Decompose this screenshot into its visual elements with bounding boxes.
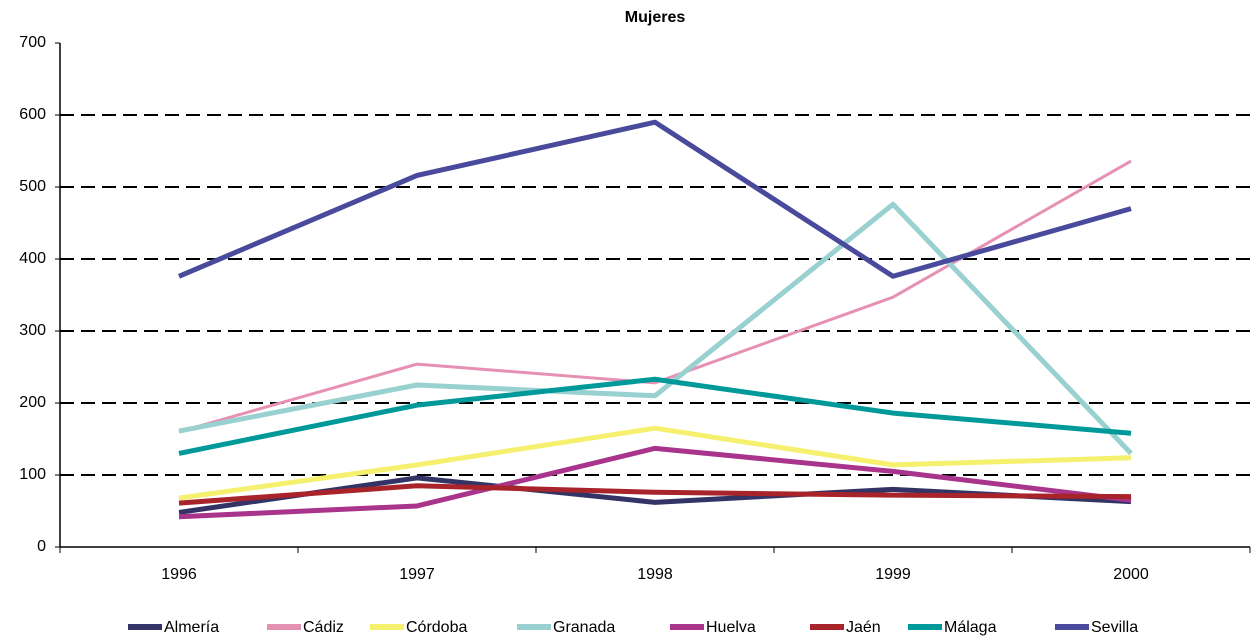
legend-swatch	[670, 624, 704, 630]
legend-label: Huelva	[706, 619, 756, 636]
legend-swatch	[128, 624, 162, 630]
legend-swatch	[517, 624, 551, 630]
y-tick-label: 300	[19, 322, 46, 339]
legend-label: Sevilla	[1091, 619, 1138, 636]
y-tick-label: 200	[19, 394, 46, 411]
series-line	[178, 445, 1132, 520]
y-tick-label: 100	[19, 466, 46, 483]
x-tick-label: 1999	[875, 566, 911, 583]
series-line	[178, 376, 1132, 456]
legend-swatch	[267, 624, 301, 630]
y-tick-label: 700	[19, 34, 46, 51]
y-tick-label: 500	[19, 178, 46, 195]
legend-swatch	[810, 624, 844, 630]
chart-title: Mujeres	[625, 9, 686, 26]
legend-label: Córdoba	[406, 619, 467, 636]
x-tick-label: 1998	[637, 566, 673, 583]
legend-label: Jaén	[846, 619, 881, 636]
legend-swatch	[1055, 624, 1089, 630]
legend-swatch	[370, 624, 404, 630]
legend-label: Málaga	[944, 619, 997, 636]
series-line	[178, 201, 1133, 456]
x-tick-label: 1996	[161, 566, 197, 583]
y-tick-label: 0	[37, 538, 46, 555]
x-tick-label: 2000	[1113, 566, 1149, 583]
series-line	[178, 159, 1132, 434]
y-tick-label: 400	[19, 250, 46, 267]
series-line	[178, 119, 1132, 279]
legend-swatch	[908, 624, 942, 630]
series-line	[178, 425, 1132, 501]
legend-label: Almería	[164, 619, 219, 636]
x-tick-label: 1997	[399, 566, 435, 583]
y-tick-label: 600	[19, 106, 46, 123]
legend-label: Granada	[553, 619, 615, 636]
legend-label: Cádiz	[303, 619, 344, 636]
series-line	[178, 483, 1132, 506]
